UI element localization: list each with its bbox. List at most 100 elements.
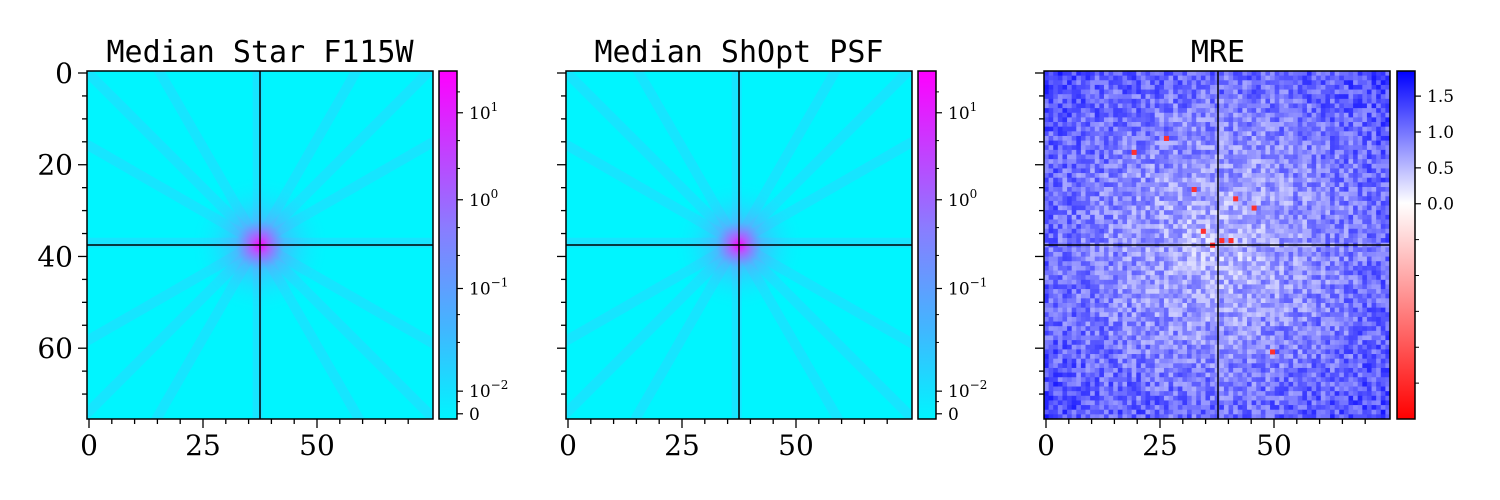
heatmap-cell <box>1103 154 1109 160</box>
heatmap-cell <box>1380 307 1386 313</box>
heatmap-cell <box>1145 261 1151 267</box>
heatmap-cell <box>1325 168 1331 174</box>
heatmap-cell <box>1339 340 1345 346</box>
heatmap-cell <box>1187 335 1193 341</box>
heatmap-cell <box>1233 210 1239 216</box>
heatmap-cell <box>1330 251 1336 257</box>
heatmap-cell <box>1122 265 1128 271</box>
heatmap-cell <box>1131 228 1137 234</box>
heatmap-cell <box>1228 289 1234 295</box>
heatmap-cell <box>1057 214 1063 220</box>
heatmap-cell <box>1320 270 1326 276</box>
heatmap-cell <box>1288 238 1294 244</box>
heatmap-cell <box>1288 316 1294 322</box>
heatmap-cell <box>1200 289 1206 295</box>
heatmap-cell <box>1233 261 1239 267</box>
heatmap-cell <box>1131 117 1137 123</box>
heatmap-cell <box>1353 303 1359 309</box>
heatmap-cell <box>1279 340 1285 346</box>
heatmap-cell <box>1182 117 1188 123</box>
heatmap-cell <box>1127 159 1133 165</box>
heatmap-cell <box>1067 270 1073 276</box>
heatmap-cell <box>1219 261 1225 267</box>
heatmap-cell <box>1127 80 1133 86</box>
heatmap-cell <box>1108 89 1114 95</box>
heatmap-cell <box>1076 247 1082 253</box>
heatmap-cell <box>1316 349 1322 355</box>
heatmap-cell <box>1320 117 1326 123</box>
heatmap-cell <box>1334 205 1340 211</box>
heatmap-cell <box>1145 122 1151 128</box>
heatmap-cell <box>1103 349 1109 355</box>
heatmap-cell <box>1196 284 1202 290</box>
heatmap-cell <box>1187 219 1193 225</box>
heatmap-cell <box>1080 251 1086 257</box>
heatmap-cell <box>1067 191 1073 197</box>
heatmap-cell <box>1348 89 1354 95</box>
heatmap-cell <box>1076 149 1082 155</box>
heatmap-cell <box>1297 205 1303 211</box>
heatmap-cell <box>1237 98 1243 104</box>
heatmap-cell <box>1376 275 1382 281</box>
heatmap-cell <box>1187 94 1193 100</box>
heatmap-cell <box>1136 293 1142 299</box>
heatmap-cell <box>1136 196 1142 202</box>
heatmap-cell <box>1233 224 1239 230</box>
heatmap-cell <box>1071 298 1077 304</box>
heatmap-cell <box>1288 98 1294 104</box>
heatmap-cell <box>1196 182 1202 188</box>
heatmap-cell <box>1270 326 1276 332</box>
heatmap-cell <box>1182 159 1188 165</box>
heatmap-cell <box>1099 103 1105 109</box>
heatmap-cell <box>1376 265 1382 271</box>
heatmap-cell <box>1348 224 1354 230</box>
heatmap-cell <box>1099 98 1105 104</box>
heatmap-cell <box>1311 191 1317 197</box>
heatmap-cell <box>1297 275 1303 281</box>
heatmap-cell <box>1228 191 1234 197</box>
heatmap-cell <box>1080 228 1086 234</box>
heatmap-cell <box>1177 131 1183 137</box>
heatmap-cell <box>1233 349 1239 355</box>
heatmap-cell <box>1260 126 1266 132</box>
heatmap-cell <box>1177 168 1183 174</box>
heatmap-cell <box>1067 335 1073 341</box>
heatmap-cell <box>1163 108 1169 114</box>
heatmap-cell <box>1191 94 1197 100</box>
heatmap-cell <box>1191 177 1197 183</box>
heatmap-cell <box>1274 326 1280 332</box>
heatmap-cell <box>1311 94 1317 100</box>
heatmap-cell <box>1366 316 1372 322</box>
heatmap-cell <box>1246 321 1252 327</box>
heatmap-cell <box>1053 94 1059 100</box>
heatmap-cell <box>1380 210 1386 216</box>
heatmap-cell <box>1385 163 1390 169</box>
heatmap-cell <box>1200 112 1206 118</box>
heatmap-cell <box>1150 228 1156 234</box>
heatmap-cell <box>1306 321 1312 327</box>
heatmap-cell <box>1191 191 1197 197</box>
heatmap-cell <box>1080 335 1086 341</box>
heatmap-cell <box>1090 187 1096 193</box>
heatmap-cell <box>1228 135 1234 141</box>
heatmap-cell <box>1085 326 1091 332</box>
heatmap-cell <box>1311 261 1317 267</box>
heatmap-cell <box>1320 163 1326 169</box>
heatmap-cell <box>1200 284 1206 290</box>
heatmap-cell <box>1302 89 1308 95</box>
heatmap-cell <box>1283 131 1289 137</box>
heatmap-cell <box>1103 140 1109 146</box>
heatmap-cell <box>1140 233 1146 239</box>
heatmap-cell <box>1108 247 1114 253</box>
heatmap-cell <box>1237 182 1243 188</box>
heatmap-cell <box>1256 187 1262 193</box>
heatmap-cell <box>1265 298 1271 304</box>
heatmap-cell <box>1297 214 1303 220</box>
heatmap-cell <box>1265 233 1271 239</box>
heatmap-cell <box>1348 98 1354 104</box>
heatmap-cell <box>1316 196 1322 202</box>
heatmap-cell <box>1385 168 1390 174</box>
heatmap-cell <box>1316 330 1322 336</box>
heatmap-cell <box>1306 344 1312 350</box>
heatmap-cell <box>1108 344 1114 350</box>
